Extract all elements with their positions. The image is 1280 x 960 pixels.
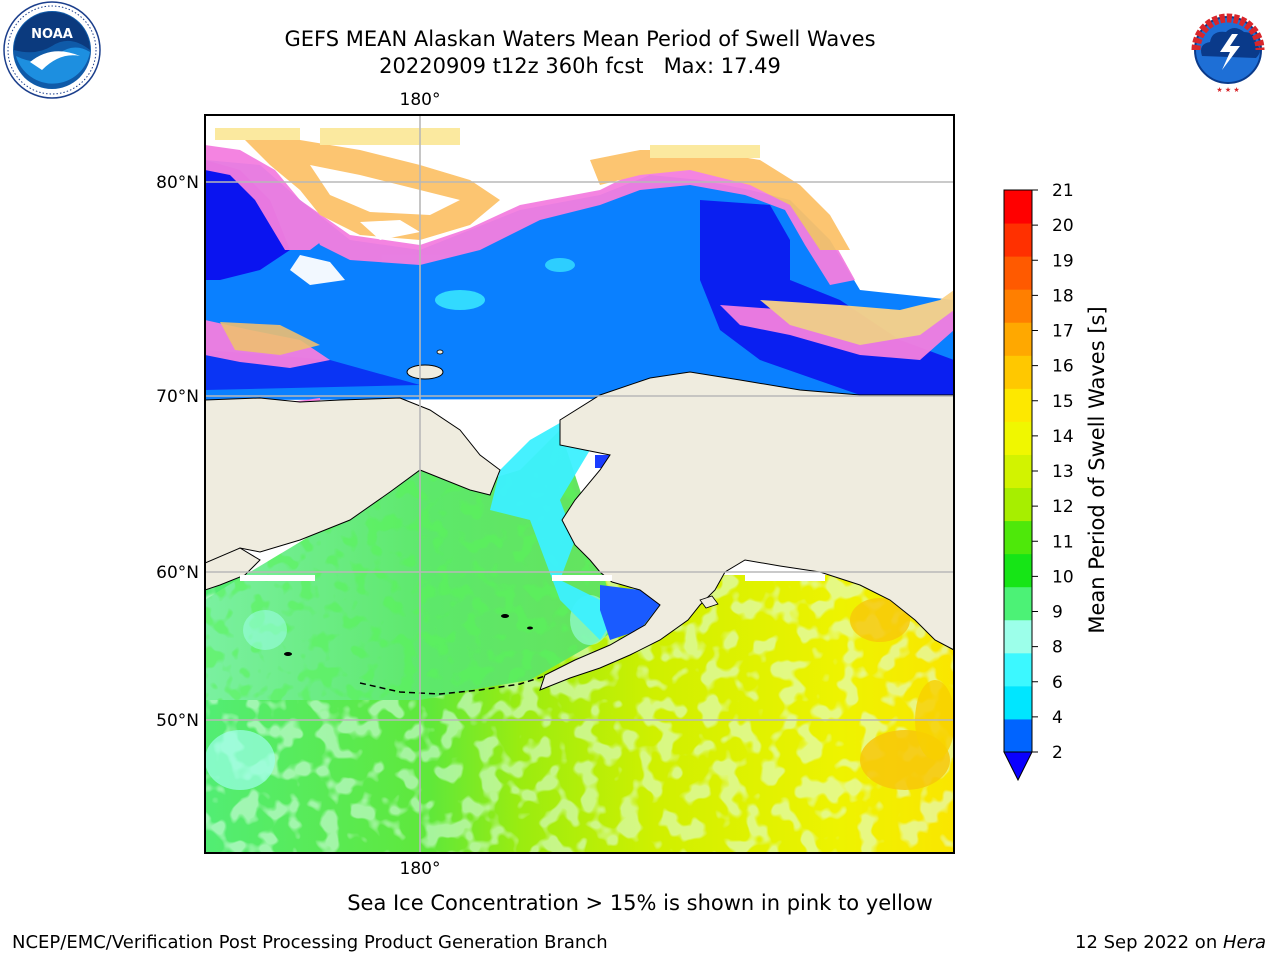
colorbar: 21 20 19 18 17 16 15 14 13 12 11 10 9 8 6 4 2 (1003, 181, 1074, 782)
colorbar-tick-label: 15 (1052, 392, 1074, 412)
caption: Sea Ice Concentration > 15% is shown in … (347, 891, 933, 915)
colorbar-tick-label: 8 (1052, 638, 1063, 658)
chart-subtitle: 20220909 t12z 360h fcst Max: 17.49 (379, 54, 781, 78)
map-frame (204, 114, 955, 854)
colorbar-segment (1004, 322, 1032, 356)
map-panel (205, 115, 954, 853)
colorbar-segment (1004, 586, 1032, 621)
colorbar-segment (1004, 421, 1032, 455)
colorbar-segment (1004, 355, 1032, 389)
colorbar-tick-label: 17 (1052, 322, 1074, 342)
map-figure: 180° 180° 80°N 70°N 60°N 50°N 21 20 19 18 17… (156, 90, 1074, 879)
colorbar-segment (1004, 685, 1032, 720)
colorbar-tick-label: 14 (1052, 427, 1074, 447)
colorbar-tick-label: 6 (1052, 673, 1063, 693)
colorbar-extend-arrow (1003, 751, 1033, 782)
noaa-logo: NOAA (3, 1, 101, 99)
footer-right: 12 Sep 2022 on Hera (1075, 932, 1266, 953)
lon-label-top: 180° (400, 90, 441, 110)
colorbar-tick-label: 11 (1052, 532, 1074, 552)
footer-date: 12 Sep 2022 on (1075, 932, 1223, 953)
svg-text:★ ★ ★: ★ ★ ★ (1216, 86, 1239, 94)
nws-logo: ★ ★ ★ (1180, 2, 1276, 98)
lat-label-50: 50°N (156, 711, 199, 731)
colorbar-segment (1004, 652, 1032, 687)
lat-label-70: 70°N (156, 387, 199, 407)
colorbar-tick-label: 20 (1052, 216, 1074, 236)
colorbar-tick-label: 12 (1052, 497, 1074, 517)
colorbar-segment (1004, 289, 1032, 323)
colorbar-tick-label: 19 (1052, 251, 1074, 271)
colorbar-tick-label: 2 (1052, 743, 1063, 763)
land-siberia (205, 397, 501, 564)
colorbar-tick-label: 4 (1052, 708, 1063, 728)
colorbar-segment (1004, 487, 1032, 522)
colorbar-tick-label: 18 (1052, 286, 1074, 306)
colorbar-segment (1004, 553, 1032, 588)
colorbar-tick-label: 13 (1052, 462, 1074, 482)
colorbar-segment (1004, 256, 1032, 290)
land-alaska (539, 371, 954, 691)
colorbar-tick-label: 10 (1052, 567, 1074, 587)
noaa-logo-text: NOAA (31, 27, 73, 42)
colorbar-segment (1004, 388, 1032, 422)
colorbar-segment (1004, 520, 1032, 555)
colorbar-segment (1004, 619, 1032, 654)
chart-title: GEFS MEAN Alaskan Waters Mean Period of … (284, 27, 876, 51)
colorbar-segment (1004, 223, 1032, 257)
colorbar-segment (1004, 454, 1032, 489)
lon-label-bottom: 180° (400, 859, 441, 879)
colorbar-segment (1004, 190, 1032, 224)
lat-label-60: 60°N (156, 563, 199, 583)
colorbar-tick-label: 16 (1052, 357, 1074, 377)
colorbar-tick-label: 21 (1052, 181, 1074, 201)
colorbar-segment (1004, 718, 1032, 753)
colorbar-tick-label: 9 (1052, 603, 1063, 623)
footer-host: Hera (1222, 932, 1266, 953)
footer-left: NCEP/EMC/Verification Post Processing Pr… (12, 932, 608, 953)
lat-label-80: 80°N (156, 173, 199, 193)
graticule (205, 115, 954, 853)
sea-ice-edge (205, 128, 954, 368)
colorbar-label: Mean Period of Swell Waves [s] (1085, 306, 1109, 634)
